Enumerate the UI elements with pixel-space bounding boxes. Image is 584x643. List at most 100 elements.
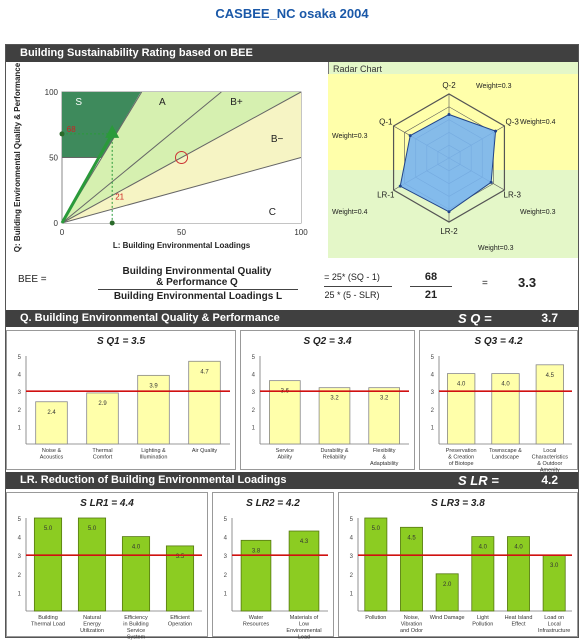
bar-y-tick: 3 [18, 554, 22, 560]
bar-value-label: 3.0 [550, 563, 559, 569]
bar-value-label: 3.9 [149, 383, 158, 389]
bar-category-label: Noise & Acoustics [40, 448, 64, 461]
bar [35, 401, 68, 445]
bar-y-tick: 4 [224, 536, 228, 542]
bar-category-label: Building Thermal Load [31, 615, 65, 628]
q-score: 3.7 [541, 311, 558, 325]
bar-value-label: 5.0 [372, 526, 381, 532]
bar-value-label: 4.3 [300, 539, 309, 545]
bee-label: BEE = [18, 274, 47, 285]
bar-value-label: 4.0 [479, 545, 488, 551]
boundary-bminus-c [61, 157, 302, 224]
bar-chart-title: S Q3 = 4.2 [474, 336, 523, 347]
bar [137, 374, 170, 445]
bar [364, 517, 388, 612]
radar-axis-label: Q-1 [379, 118, 393, 127]
bar-value-label: 4.0 [514, 545, 523, 551]
bar [121, 536, 151, 612]
region-s-fill [62, 92, 141, 158]
bar-category-label: Lighting & Illumination [140, 448, 168, 461]
bar-value-label: 2.4 [47, 410, 56, 416]
bar-y-tick: 5 [224, 517, 228, 523]
bar-y-tick: 4 [431, 373, 435, 379]
bar-category-label: Flexibility & Adaptability [370, 448, 399, 467]
bar-category-label: Light Pollution [472, 615, 493, 628]
bar-y-tick: 3 [18, 390, 22, 396]
bee-numerator-2: & Performance Q [156, 277, 238, 288]
region-label-A: A [159, 97, 166, 108]
radar-weight-label: Weight=0.4 [520, 119, 556, 126]
boundary-a-bplus [61, 91, 222, 224]
bar-y-tick: 5 [431, 355, 435, 361]
radar-axis-label: LR-2 [440, 227, 458, 236]
bee-l-value: 21 [424, 289, 438, 301]
bar-value-label: 2.9 [98, 401, 107, 407]
bee-x-tick: 100 [294, 228, 308, 237]
bar-category-label: Service Ability [276, 448, 294, 461]
radar-point [489, 180, 493, 184]
bar-value-label: 2.0 [443, 582, 452, 588]
bar [447, 373, 476, 445]
bee-eq-numerator: = 25* (SQ - 1) [324, 272, 380, 282]
radar-point [398, 184, 402, 188]
app-title: CASBEE_NC osaka 2004 [215, 6, 369, 21]
bee-numerator-1: Building Environmental Quality [122, 266, 272, 277]
bar-category-label: Load on Local Infrastructure [538, 615, 570, 634]
radar-title: Radar Chart [333, 64, 383, 74]
bee-reference-circle [175, 151, 188, 164]
bar-category-label: Durability & Reliability [320, 448, 348, 461]
radar-weight-label: Weight=0.3 [520, 209, 556, 216]
bee-value-line [410, 286, 452, 287]
bar [77, 517, 107, 612]
lr-section-header: LR. Reduction of Building Environmental … [6, 472, 578, 489]
bar-category-label: Preservation & Creation of Biotope [446, 448, 477, 467]
region-label-S: S [75, 97, 82, 108]
radar-weight-label: Weight=0.3 [478, 245, 514, 252]
bar [535, 364, 564, 445]
bar-value-label: 3.2 [380, 396, 389, 402]
bar-category-label: Pollution [365, 615, 386, 621]
bee-result-eq: = [482, 278, 488, 289]
bee-x-tick: 50 [177, 228, 186, 237]
bar-y-tick: 2 [350, 573, 354, 579]
bee-eq-denominator: 25 * (5 - SLR) [324, 290, 380, 300]
bee-q-annotation: 68 [67, 125, 76, 134]
bee-y-tick: 50 [49, 154, 58, 163]
bar-value-label: 3.5 [176, 554, 185, 560]
bar-category-label: Heat Island Effect [505, 615, 533, 628]
bee-x-tick: 0 [60, 228, 65, 237]
radar-point [447, 112, 451, 116]
bee-q-value: 68 [424, 271, 438, 283]
bar-y-tick: 5 [350, 517, 354, 523]
bar-value-label: 4.0 [501, 382, 510, 388]
bar-category-label: Natural Energy Utilization [80, 615, 104, 634]
radar-point [408, 134, 412, 138]
bar-value-label: 3.8 [252, 548, 261, 554]
report-frame [5, 44, 579, 638]
bar [86, 392, 119, 445]
bar-y-tick: 5 [18, 355, 22, 361]
bar-category-label: Noise, Vibration and Odor [400, 615, 423, 634]
bar-y-tick: 3 [224, 554, 228, 560]
bar [33, 517, 63, 612]
bar-chart-title: S Q2 = 3.4 [303, 336, 352, 347]
bar-y-tick: 1 [350, 591, 354, 597]
radar-axis-label: Q-2 [442, 81, 456, 90]
bar-y-tick: 4 [18, 373, 22, 379]
bee-result-marker [105, 124, 120, 138]
bar-category-label: Townscape & Landscape [489, 448, 522, 461]
bar-category-label: Thermal Comfort [92, 448, 112, 461]
bee-fraction-line [98, 289, 298, 290]
bar-y-tick: 1 [18, 591, 22, 597]
bee-result-arrow [60, 133, 114, 224]
bar [368, 387, 400, 445]
bar-y-tick: 3 [252, 390, 256, 396]
bar-y-tick: 5 [18, 517, 22, 523]
lr-score: 4.2 [541, 473, 558, 487]
bar [165, 545, 195, 612]
boundary-bplus-bminus [61, 91, 302, 224]
bar-y-tick: 1 [18, 425, 22, 431]
bee-eq-line [324, 286, 392, 287]
bar-category-label: Air Quality [192, 448, 218, 454]
